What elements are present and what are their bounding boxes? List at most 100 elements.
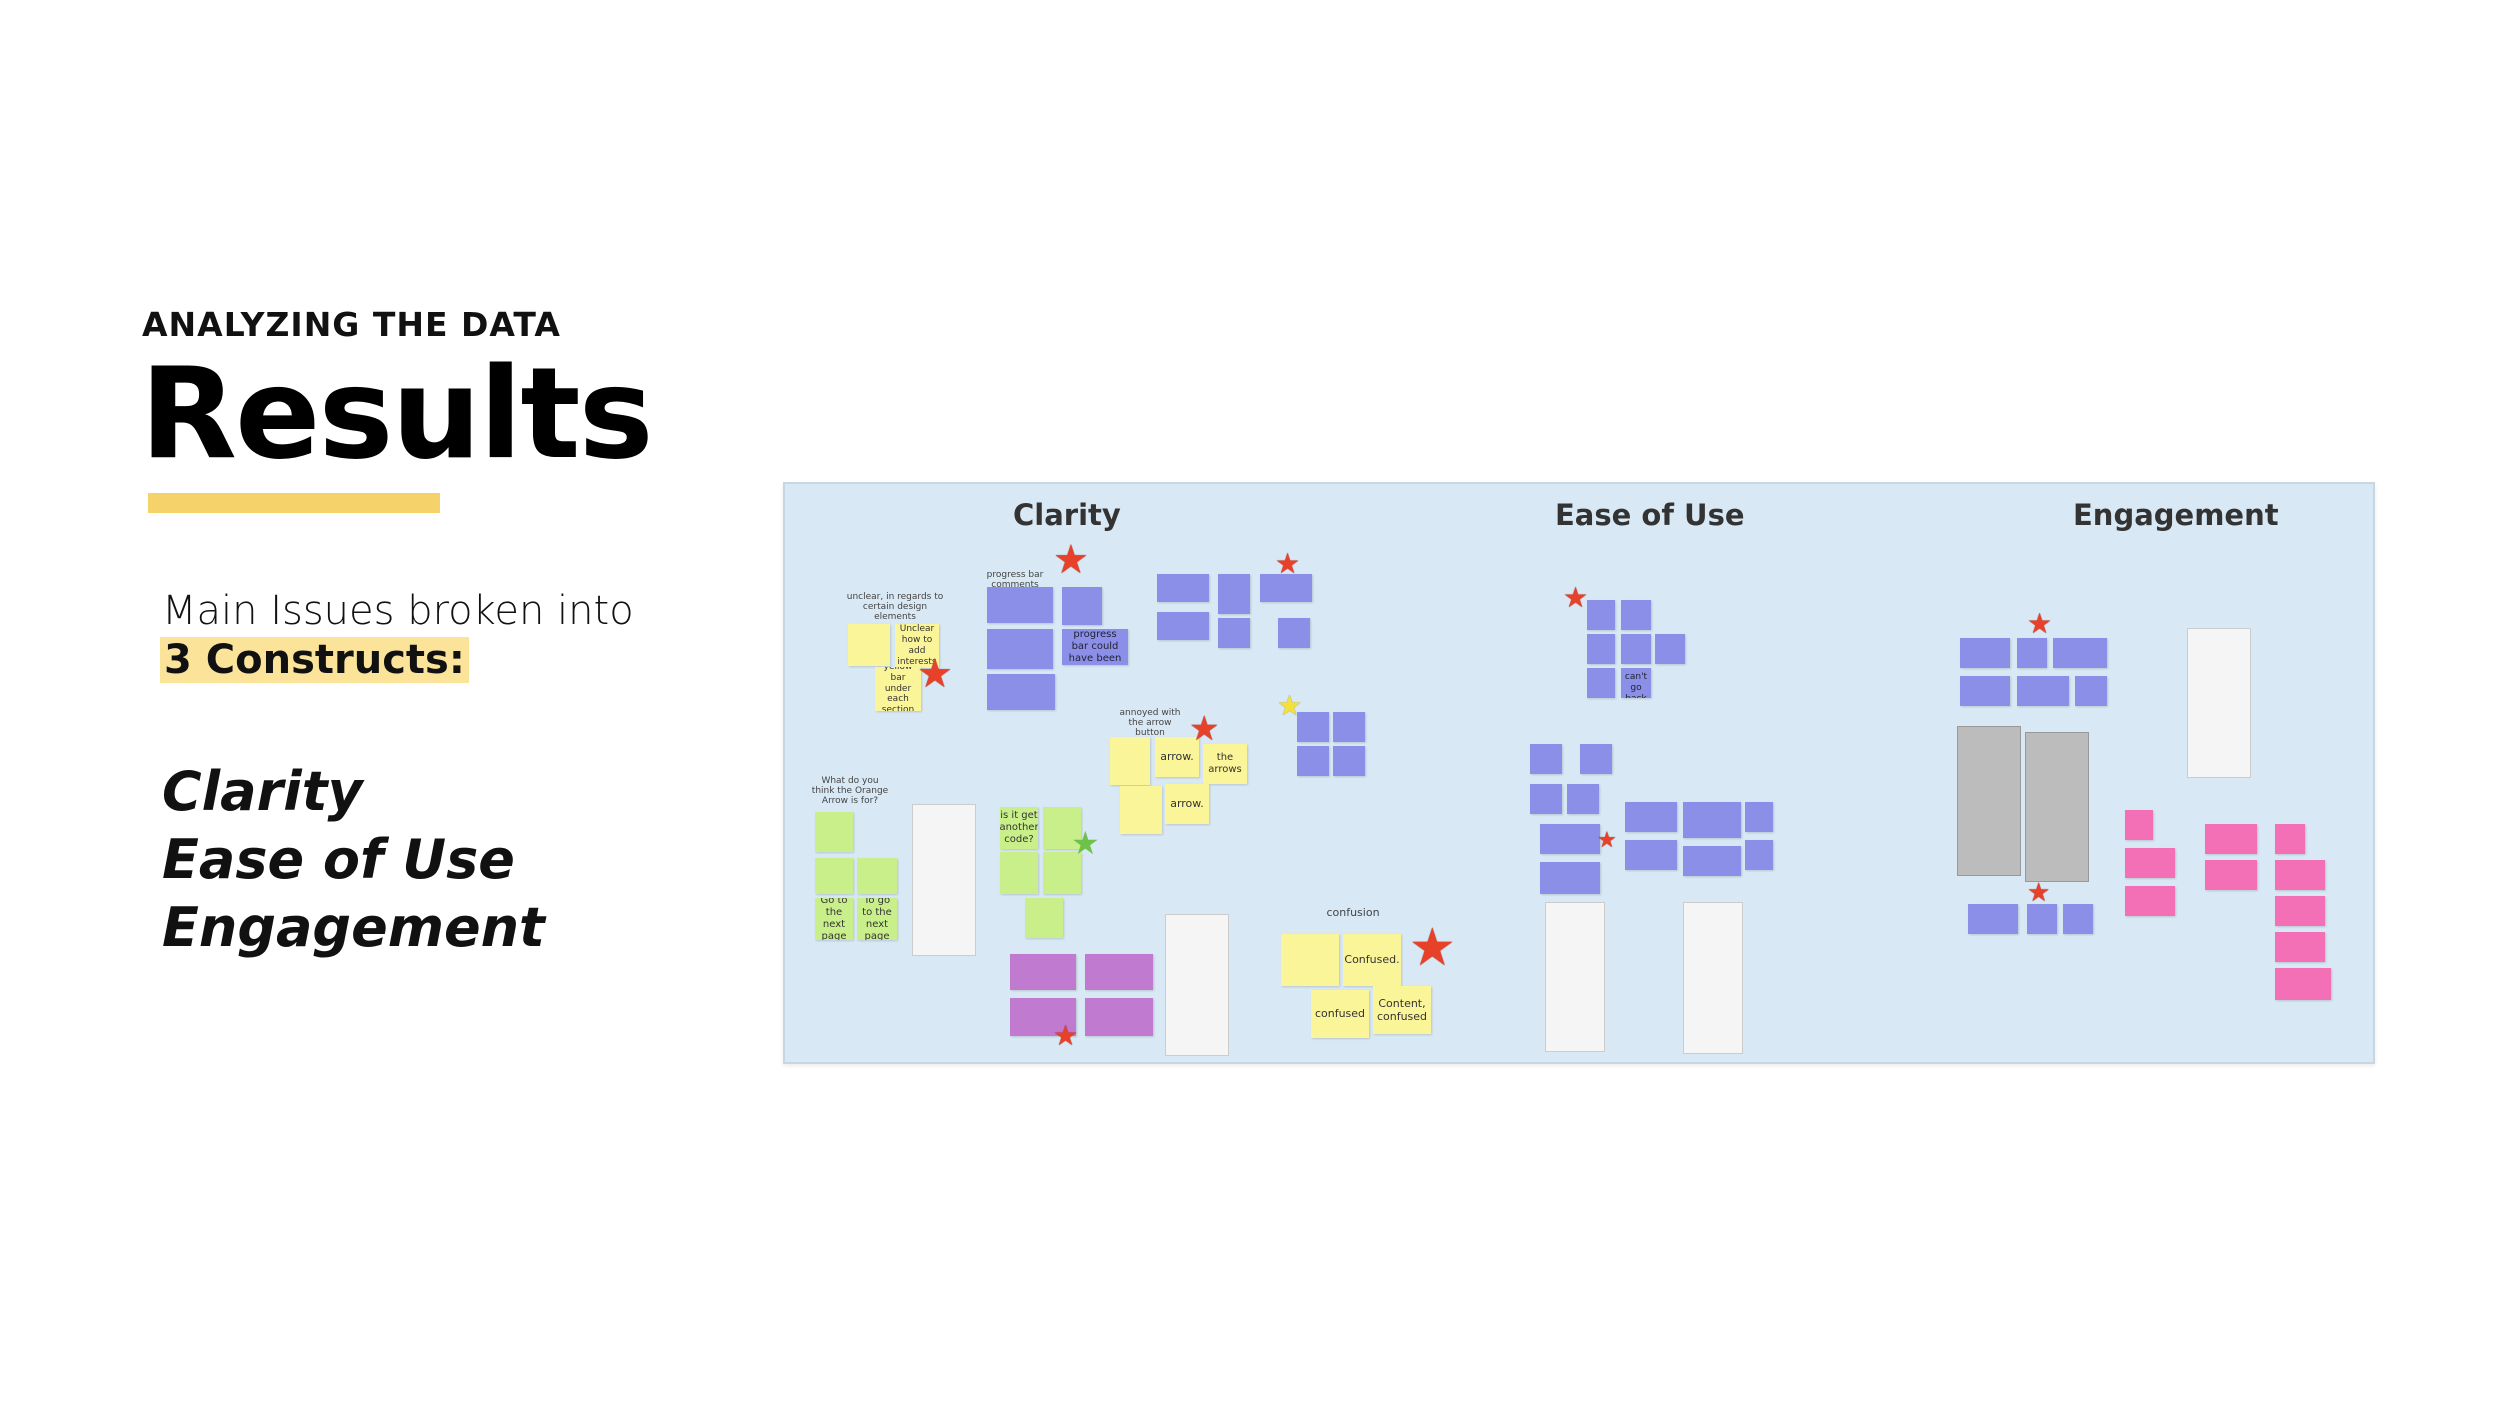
sticky-note: Content, confused xyxy=(1373,986,1431,1034)
sticky-note xyxy=(1085,954,1153,990)
sticky-note xyxy=(987,674,1055,710)
sticky-note xyxy=(1297,712,1329,742)
group-label-progress: progress bar comments xyxy=(986,570,1044,590)
sticky-note xyxy=(1010,998,1076,1036)
sticky-note xyxy=(1567,784,1599,814)
sticky-note xyxy=(2275,824,2305,854)
sticky-note xyxy=(1157,612,1209,640)
sticky-note: I can't go back xyxy=(1621,668,1651,698)
star-icon: ★ xyxy=(1053,537,1089,583)
intro-text: Main Issues broken into xyxy=(162,588,634,634)
sticky-note xyxy=(1010,954,1076,990)
sticky-note: Go to the next page xyxy=(815,898,853,940)
group-label-annoyed: annoyed with the arrow button xyxy=(1119,708,1181,738)
sticky-note xyxy=(1587,634,1615,664)
sticky-note xyxy=(1655,634,1685,664)
sticky-note xyxy=(987,587,1053,623)
sticky-note xyxy=(1960,638,2010,668)
sticky-note xyxy=(1120,786,1162,834)
sticky-note xyxy=(1530,744,1562,774)
sticky-note xyxy=(1621,634,1651,664)
sticky-note xyxy=(1968,904,2018,934)
sticky-note xyxy=(1157,574,1209,602)
sticky-note xyxy=(1062,587,1102,625)
sticky-note xyxy=(2027,904,2057,934)
sticky-note xyxy=(1297,746,1329,776)
sticky-note xyxy=(1043,852,1081,894)
sticky-note xyxy=(857,858,897,894)
phone-screenshot xyxy=(2025,732,2089,882)
affinity-board: Clarity Ease of Use Engagement unclear, … xyxy=(783,482,2375,1064)
phone-screenshot xyxy=(2187,628,2251,778)
phone-screenshot xyxy=(1957,726,2021,876)
sticky-note: Confused. xyxy=(1343,934,1401,986)
sticky-note: arrow. xyxy=(1165,784,1209,824)
sticky-note xyxy=(2125,810,2153,840)
group-label-unclear: unclear, in regards to certain design el… xyxy=(846,592,944,622)
sticky-note xyxy=(1281,934,1339,986)
page-title: Results xyxy=(140,340,654,487)
sticky-note xyxy=(2125,848,2175,878)
sticky-note xyxy=(2075,676,2107,706)
column-title-engagement: Engagement xyxy=(2073,498,2279,532)
sticky-note xyxy=(1085,998,1153,1036)
sticky-note xyxy=(1683,846,1741,876)
star-icon: ★ xyxy=(2027,878,2051,908)
star-icon: ★ xyxy=(2027,607,2053,640)
sticky-note xyxy=(2017,638,2047,668)
sticky-note xyxy=(1745,802,1773,832)
sticky-note xyxy=(2017,676,2069,706)
sticky-note: Unclear how to add interests xyxy=(895,624,939,668)
sticky-note xyxy=(1960,676,2010,706)
sticky-note: arrow. xyxy=(1155,737,1199,777)
column-title-clarity: Clarity xyxy=(1013,498,1121,532)
sticky-note: is it get another code? xyxy=(1000,807,1038,849)
construct-ease-of-use: Ease of Use xyxy=(162,828,515,891)
phone-screenshot xyxy=(1165,914,1229,1056)
sticky-note xyxy=(1043,807,1081,849)
sticky-note xyxy=(1625,840,1677,870)
group-label-orange-arrow: What do you think the Orange Arrow is fo… xyxy=(811,776,889,806)
star-icon: ★ xyxy=(1597,828,1617,853)
star-icon: ★ xyxy=(1563,581,1589,614)
sticky-note: The yellow bar under each section title xyxy=(875,667,921,711)
sticky-note xyxy=(2205,860,2257,890)
star-icon: ★ xyxy=(917,651,953,697)
sticky-note xyxy=(848,624,890,666)
sticky-note xyxy=(987,629,1053,669)
sticky-note xyxy=(2053,638,2107,668)
sticky-note xyxy=(1333,712,1365,742)
sticky-note xyxy=(1218,574,1250,614)
phone-screenshot xyxy=(912,804,976,956)
sticky-note xyxy=(815,812,853,852)
sticky-note xyxy=(2275,860,2325,890)
sticky-note xyxy=(2275,932,2325,962)
sticky-note: the arrows xyxy=(1203,744,1247,784)
sticky-note xyxy=(1025,898,1063,938)
sticky-note xyxy=(1587,668,1615,698)
sticky-note xyxy=(2275,968,2331,1000)
title-underline xyxy=(148,493,440,513)
sticky-note: To go to the next page xyxy=(857,898,897,940)
sticky-note: The progress bar could have been just on… xyxy=(1062,629,1128,665)
star-icon: ★ xyxy=(1189,709,1220,749)
group-label-confusion: confusion xyxy=(1326,906,1380,919)
sticky-note xyxy=(1278,618,1310,648)
column-title-ease-of-use: Ease of Use xyxy=(1555,498,1745,532)
construct-engagement: Engagement xyxy=(162,896,545,959)
sticky-note xyxy=(1540,862,1600,894)
sticky-note xyxy=(1540,824,1600,854)
sticky-note xyxy=(1580,744,1612,774)
sticky-note xyxy=(1110,737,1150,785)
section-eyebrow: ANALYZING THE DATA xyxy=(142,305,561,344)
sticky-note xyxy=(1260,574,1312,602)
sticky-note xyxy=(2275,896,2325,926)
phone-screenshot xyxy=(1545,902,1605,1052)
sticky-note xyxy=(1683,802,1741,838)
phone-screenshot xyxy=(1683,902,1743,1054)
intro-highlight: 3 Constructs: xyxy=(160,637,469,683)
star-icon: ★ xyxy=(1275,547,1301,580)
constructs-list: Clarity Ease of Use Engagement xyxy=(162,758,545,962)
sticky-note xyxy=(1587,600,1615,630)
construct-clarity: Clarity xyxy=(162,760,363,823)
